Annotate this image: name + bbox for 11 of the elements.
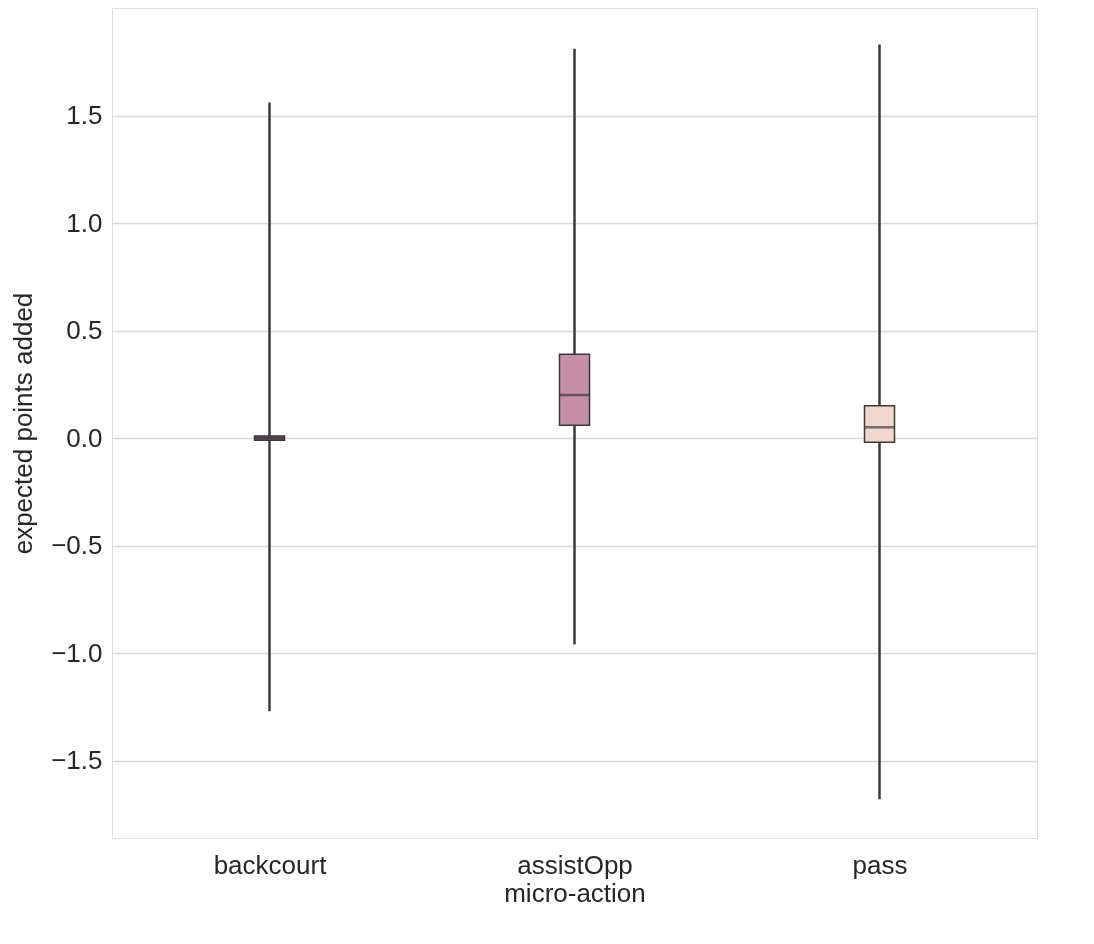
x-tick-label: backcourt	[213, 849, 328, 880]
y-tick-label: −1.5	[51, 745, 103, 776]
y-tick-label: 1.0	[66, 207, 103, 238]
y-tick-label: −0.5	[51, 530, 103, 561]
y-axis-title: expected points added	[8, 292, 39, 555]
x-tick-label: pass	[852, 849, 908, 880]
y-tick-label: 0.5	[66, 315, 103, 346]
y-tick-label: 0.0	[66, 422, 103, 453]
x-tick-label: assistOpp	[517, 849, 633, 880]
y-tick-label: 1.5	[66, 100, 103, 131]
y-tick-label: −1.0	[51, 637, 103, 668]
